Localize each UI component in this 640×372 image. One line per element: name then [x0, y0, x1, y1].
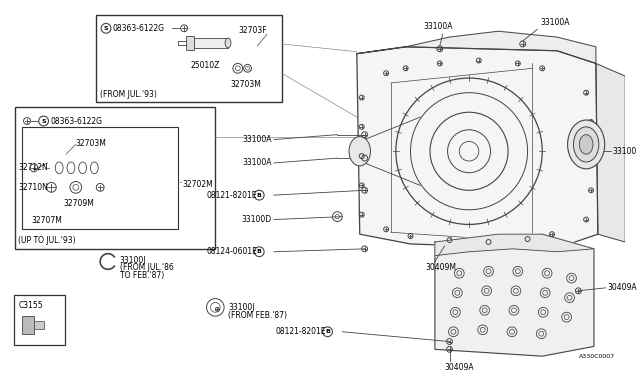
Text: 33100A: 33100A	[243, 158, 272, 167]
Ellipse shape	[568, 120, 605, 169]
Text: (FROM JUL.'93): (FROM JUL.'93)	[100, 90, 157, 99]
Bar	[194, 38, 228, 48]
Text: A330C0007: A330C0007	[579, 354, 616, 359]
Text: 32702M: 32702M	[182, 180, 213, 189]
Text: (FROM JUL.'86: (FROM JUL.'86	[120, 263, 173, 272]
Bar	[22, 316, 34, 334]
Text: 08363-6122G: 08363-6122G	[113, 24, 165, 33]
Text: B: B	[257, 249, 262, 254]
Text: (FROM FEB.'87): (FROM FEB.'87)	[228, 311, 287, 320]
Text: 32703M: 32703M	[230, 80, 261, 89]
Text: 32703M: 32703M	[76, 138, 107, 148]
Bar	[96, 15, 282, 102]
Text: 33100D: 33100D	[242, 215, 272, 224]
Text: 08121-8201E: 08121-8201E	[207, 191, 257, 200]
Text: S: S	[104, 26, 108, 31]
Text: 33100A: 33100A	[243, 135, 272, 144]
Polygon shape	[435, 234, 594, 256]
Bar	[22, 127, 179, 229]
Text: 32703F: 32703F	[239, 26, 267, 35]
Text: 08363-6122G: 08363-6122G	[51, 116, 102, 125]
Text: 30409M: 30409M	[425, 263, 456, 272]
Text: 32709M: 32709M	[63, 199, 94, 208]
Ellipse shape	[579, 135, 593, 154]
Text: 33100J: 33100J	[120, 256, 146, 264]
Text: 32710N: 32710N	[18, 183, 48, 192]
Bar	[15, 108, 215, 249]
Polygon shape	[357, 31, 596, 64]
Ellipse shape	[573, 127, 599, 162]
Ellipse shape	[349, 137, 371, 166]
Text: 30409A: 30409A	[607, 283, 637, 292]
Bar	[186, 36, 194, 50]
Text: 30409A: 30409A	[445, 363, 474, 372]
Bar	[34, 321, 44, 329]
Text: (UP TO JUL.'93): (UP TO JUL.'93)	[18, 236, 76, 245]
Text: 25010Z: 25010Z	[191, 61, 220, 70]
Bar	[14, 295, 65, 346]
Polygon shape	[435, 234, 594, 356]
Text: 32712N: 32712N	[18, 163, 48, 172]
Ellipse shape	[225, 38, 231, 48]
Text: B: B	[257, 193, 262, 198]
Text: 08124-0601E: 08124-0601E	[207, 247, 257, 256]
Text: 33100A: 33100A	[423, 22, 452, 31]
Text: 08121-8201E: 08121-8201E	[275, 327, 326, 336]
Polygon shape	[596, 64, 625, 242]
Text: 33100: 33100	[612, 147, 637, 156]
Text: 33100A: 33100A	[540, 18, 570, 27]
Text: 32707M: 32707M	[32, 217, 63, 225]
Text: TO FEB.'87): TO FEB.'87)	[120, 271, 164, 280]
Polygon shape	[357, 47, 598, 249]
Text: B: B	[325, 329, 330, 334]
Text: S: S	[42, 119, 46, 124]
Text: C3155: C3155	[18, 301, 43, 310]
Text: 33100J: 33100J	[228, 304, 255, 312]
